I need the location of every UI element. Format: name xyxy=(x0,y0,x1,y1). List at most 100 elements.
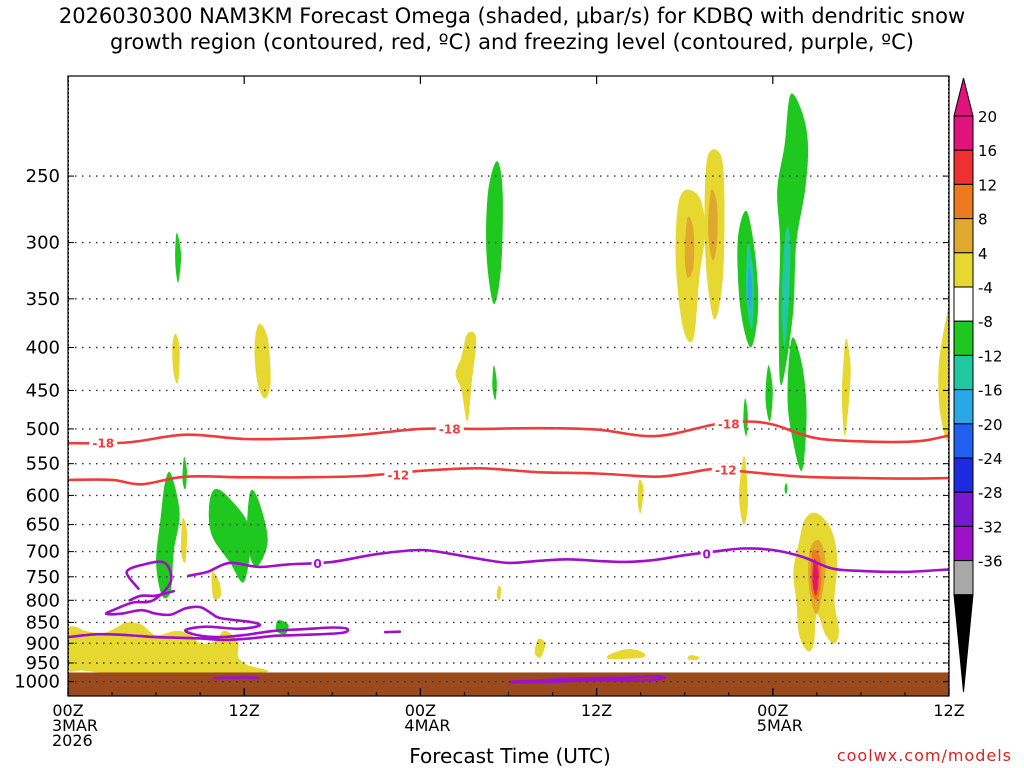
y-tick-label-750: 750 xyxy=(26,567,60,588)
y-tick-label-550: 550 xyxy=(26,454,60,475)
contour-label-bg xyxy=(714,416,743,431)
credit-link[interactable]: coolwx.com/models xyxy=(836,746,1012,765)
omega-region-36 xyxy=(684,216,695,278)
contour-0-3 xyxy=(68,560,350,642)
contour--12-1 xyxy=(68,466,949,486)
colorbar-bin-8 xyxy=(953,389,974,425)
omega-region-23 xyxy=(180,518,188,563)
colorbar-bin-5 xyxy=(953,286,974,322)
y-tick-label-950: 950 xyxy=(26,653,60,674)
x-tick-label-60: 12Z xyxy=(933,701,964,720)
contour-label-bg xyxy=(384,467,413,482)
y-tick-label-400: 400 xyxy=(26,338,60,359)
colorbar-bin-3 xyxy=(953,218,974,254)
pressure-axis: 2503003504004505005506006507007508008509… xyxy=(14,166,949,693)
omega-region-17 xyxy=(747,266,753,310)
contour-0-4 xyxy=(128,589,175,602)
contour-0-6 xyxy=(213,676,261,680)
omega-region-4 xyxy=(182,456,187,490)
colorbar-bin-13 xyxy=(953,560,974,596)
omega-region-27 xyxy=(739,455,748,525)
omega-region-31 xyxy=(534,638,546,658)
colorbar-under-arrow xyxy=(953,594,974,693)
omega-region-33 xyxy=(687,655,700,661)
y-tick-label-900: 900 xyxy=(26,633,60,654)
contour-label--18: -18 xyxy=(439,422,461,436)
x-tick-line: 12Z xyxy=(229,701,260,720)
colorbar-bin-0 xyxy=(953,115,974,151)
omega-region-26 xyxy=(637,479,644,514)
contour-label--18: -18 xyxy=(718,417,740,431)
x-tick-line: 2026 xyxy=(52,731,93,750)
omega-shading-layer xyxy=(68,93,949,674)
colorbar-label--12: -12 xyxy=(978,347,1003,365)
y-tick-label-300: 300 xyxy=(26,233,60,254)
contour--18-0 xyxy=(68,420,949,445)
colorbar-label--20: -20 xyxy=(978,416,1003,434)
y-tick-label-350: 350 xyxy=(26,289,60,310)
omega-region-14 xyxy=(784,482,788,495)
omega-region-5 xyxy=(275,620,289,635)
y-tick-label-250: 250 xyxy=(26,166,60,187)
x-tick-label-0: 00Z 3MAR 2026 xyxy=(52,701,98,750)
omega-region-7 xyxy=(492,365,497,401)
contour-label-bg xyxy=(435,421,464,436)
chart-title-line-2: growth region (contoured, red, ºC) and f… xyxy=(110,30,914,54)
omega-region-20 xyxy=(172,333,180,384)
omega-region-29 xyxy=(938,308,949,441)
chart-title-line-1: 2026030300 NAM3KM Forecast Omega (shaded… xyxy=(58,4,966,28)
omega-region-2 xyxy=(246,489,268,567)
omega-region-28 xyxy=(841,338,851,437)
colorbar-bin-11 xyxy=(953,491,974,527)
colorbar-label-20: 20 xyxy=(978,108,997,126)
colorbar-bin-9 xyxy=(953,423,974,459)
colorbar-label-4: 4 xyxy=(978,245,988,263)
x-tick-label-24: 00Z 4MAR xyxy=(404,701,450,735)
omega-region-0 xyxy=(156,471,180,599)
x-tick-label-36: 12Z xyxy=(581,701,612,720)
omega-colorbar: 20 16 12 8 4 -4 -8 -12 -16 -20 -24 -28 -32 -36 xyxy=(953,77,1003,693)
colorbar-bin-2 xyxy=(953,183,974,220)
omega-region-22 xyxy=(455,331,477,422)
ground-layer xyxy=(68,672,949,696)
ground-below-surface xyxy=(68,672,949,696)
omega-region-3 xyxy=(175,232,182,283)
omega-region-1 xyxy=(208,488,251,583)
x-tick-line: 00Z xyxy=(405,701,436,720)
omega-region-12 xyxy=(743,398,748,437)
x-tick-line: 3MAR xyxy=(52,716,98,735)
x-axis-label: Forecast Time (UTC) xyxy=(409,744,611,768)
colorbar-bin-7 xyxy=(953,354,974,391)
omega-region-16 xyxy=(781,226,791,348)
x-tick-line: 12Z xyxy=(933,701,964,720)
colorbar-label--36: -36 xyxy=(978,553,1003,571)
contour-label--18: -18 xyxy=(92,437,114,451)
contour-label-bg xyxy=(89,436,118,451)
y-tick-label-600: 600 xyxy=(26,485,60,506)
y-tick-label-700: 700 xyxy=(26,542,60,563)
contour-label-bg xyxy=(711,463,740,478)
y-tick-label-500: 500 xyxy=(26,419,60,440)
colorbar-label--28: -28 xyxy=(978,484,1003,502)
contour-layer: -18 -18 -18 -12 -12 0 0 xyxy=(68,416,949,684)
x-tick-line: 00Z xyxy=(757,701,788,720)
colorbar-bin-1 xyxy=(953,149,974,185)
omega-region-10 xyxy=(787,337,807,471)
contour-0-2 xyxy=(187,547,949,578)
contour-label--12: -12 xyxy=(715,464,737,478)
x-tick-label-48: 00Z 5MAR xyxy=(757,701,803,735)
contour-0-7 xyxy=(383,630,402,634)
colorbar-bin-4 xyxy=(953,252,974,288)
colorbar-bin-12 xyxy=(953,525,974,562)
colorbar-label--32: -32 xyxy=(978,518,1003,536)
colorbar-over-arrow xyxy=(953,77,974,117)
omega-region-40 xyxy=(813,564,818,592)
colorbar-bin-10 xyxy=(953,457,974,493)
omega-region-11 xyxy=(765,365,773,422)
colorbar-bin-6 xyxy=(953,320,974,356)
colorbar-label--16: -16 xyxy=(978,382,1003,400)
colorbar-label--4: -4 xyxy=(978,279,993,297)
